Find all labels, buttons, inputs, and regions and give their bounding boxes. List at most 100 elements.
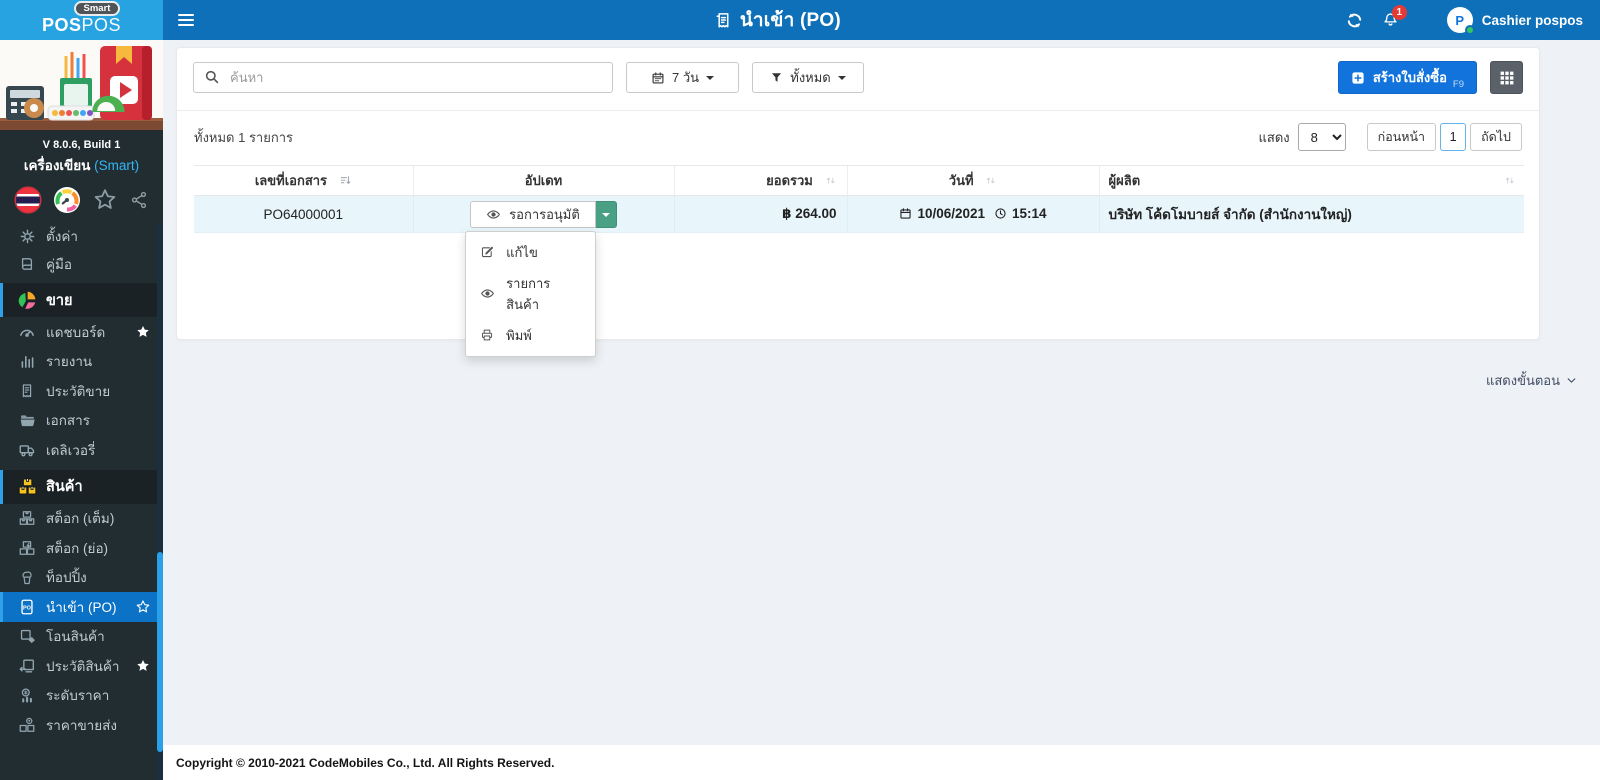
prev-page-button[interactable]: ก่อนหน้า: [1366, 123, 1437, 151]
header-supplier[interactable]: ผู้ผลิต: [1098, 165, 1524, 196]
pagination: แสดง 8 ก่อนหน้า 1 ถัดไป: [1259, 123, 1522, 151]
grid-view-button[interactable]: [1490, 61, 1523, 94]
list-meta-row: ทั้งหมด 1 รายการ แสดง 8 ก่อนหน้า 1 ถัดไป: [177, 111, 1539, 161]
row-action-menu: แก้ไข: [465, 230, 597, 357]
store-illustration: [0, 40, 163, 130]
sidebar-item-settings[interactable]: ตั้งค่า: [0, 222, 163, 250]
edit-icon: [480, 245, 495, 259]
sales-receipt-icon: [14, 383, 40, 399]
date-value: 10/06/2021: [917, 205, 986, 221]
sidebar-item-label: สต็อก (เต็ม): [46, 511, 115, 527]
dashboard-icon: [14, 323, 40, 341]
sort-icon: [985, 174, 997, 187]
sidebar-item-label: ราคาขายส่ง: [46, 717, 117, 733]
sidebar-item-delivery[interactable]: เดลิเวอรี่: [0, 435, 163, 465]
thai-flag-icon[interactable]: [14, 186, 42, 214]
date-filter-label: 7 วัน: [671, 70, 700, 85]
user-avatar[interactable]: P: [1446, 7, 1475, 35]
search-wrap: [193, 62, 613, 93]
favorite-star-icon[interactable]: [92, 187, 118, 213]
sidebar-item-label: นำเข้า (PO): [46, 599, 117, 615]
sidebar-section-label: ขาย: [46, 292, 73, 309]
filter-funnel-icon: [770, 71, 783, 84]
sidebar-item-label: ประวัติสินค้า: [46, 658, 120, 674]
sidebar-item-topping[interactable]: ท็อปปิ้ง: [0, 563, 163, 593]
status-dropdown-toggle[interactable]: [595, 200, 617, 228]
sort-icon: [825, 174, 837, 187]
sidebar-item-reports[interactable]: รายงาน: [0, 347, 163, 377]
status-button[interactable]: รอการอนุมัติ: [470, 200, 596, 228]
sidebar-item-price-level[interactable]: ระดับราคา: [0, 681, 163, 711]
smart-badge: Smart: [73, 1, 121, 16]
user-name[interactable]: Cashier pospos: [1481, 12, 1583, 28]
sidebar-item-transfer[interactable]: โอนสินค้า: [0, 622, 163, 652]
header-doc-no[interactable]: เลขที่เอกสาร: [194, 165, 413, 196]
star-filled-icon[interactable]: [135, 324, 151, 340]
sidebar-section-products[interactable]: สินค้า: [0, 469, 163, 504]
sidebar-item-stock-brief[interactable]: สต็อก (ย่อ): [0, 533, 163, 563]
search-icon: [204, 69, 220, 85]
header-update[interactable]: อัปเดท: [412, 165, 674, 196]
status-filter-button[interactable]: ทั้งหมด: [752, 62, 864, 93]
sidebar-item-label: โอนสินค้า: [46, 629, 105, 645]
sort-amount-icon: [339, 174, 352, 187]
copyright-text: Copyright © 2010-2021 CodeMobiles Co., L…: [176, 755, 555, 770]
sidebar-toggle-button[interactable]: [163, 0, 209, 40]
topping-cup-icon: [14, 569, 40, 586]
status-label: รอการอนุมัติ: [509, 206, 580, 222]
online-status-dot: [1464, 25, 1475, 35]
performance-gauge-icon[interactable]: [53, 186, 81, 214]
sidebar-item-label: รายงาน: [46, 354, 93, 370]
show-steps-toggle[interactable]: แสดงขั้นตอน: [1486, 370, 1577, 391]
next-page-button[interactable]: ถัดไป: [1470, 123, 1522, 151]
sidebar: POSPOS Smart: [0, 0, 163, 780]
brand-logo[interactable]: POSPOS Smart: [0, 0, 163, 40]
sidebar-scrollbar-thumb[interactable]: [157, 552, 163, 752]
sidebar-scrollbar-track[interactable]: [157, 222, 163, 780]
date-range-filter-button[interactable]: 7 วัน: [626, 62, 739, 93]
main-content: 7 วัน ทั้งหมด: [163, 40, 1600, 745]
calendar-icon: [651, 71, 665, 85]
sidebar-item-sales-history[interactable]: ประวัติขาย: [0, 376, 163, 406]
menu-item-edit[interactable]: แก้ไข: [466, 237, 595, 268]
create-po-button[interactable]: สร้างใบสั่งซื้อ F9: [1337, 61, 1477, 94]
star-filled-icon[interactable]: [135, 658, 151, 674]
sidebar-item-manual[interactable]: คู่มือ: [0, 250, 163, 278]
eye-icon: [486, 207, 501, 222]
header-total[interactable]: ยอดรวม: [673, 165, 847, 196]
caret-down-icon: [601, 212, 610, 217]
sidebar-item-wholesale[interactable]: ราคาขายส่ง: [0, 710, 163, 740]
menu-item-print[interactable]: พิมพ์: [466, 320, 595, 351]
create-po-shortcut: F9: [1452, 79, 1464, 90]
share-icon[interactable]: [129, 189, 149, 211]
po-table: เลขที่เอกสาร อัปเดท ยอดรวม: [194, 165, 1524, 357]
table-row[interactable]: PO64000001: [194, 195, 1524, 357]
clock-icon: [994, 207, 1007, 220]
grid-icon: [1499, 70, 1515, 86]
sidebar-item-import-po[interactable]: PO นำเข้า (PO): [0, 592, 163, 622]
page-size-select[interactable]: 8: [1297, 123, 1346, 151]
avatar-initial: P: [1455, 12, 1465, 28]
sidebar-item-label: ตั้งค่า: [46, 229, 78, 244]
search-input[interactable]: [193, 62, 613, 93]
sidebar-section-sales[interactable]: ขาย: [0, 283, 163, 317]
star-outline-icon[interactable]: [135, 599, 151, 615]
svg-text:PO: PO: [23, 605, 32, 611]
table-header-row: เลขที่เอกสาร อัปเดท ยอดรวม: [194, 165, 1524, 196]
sidebar-item-product-history[interactable]: ประวัติสินค้า: [0, 651, 163, 681]
status-filter-label: ทั้งหมด: [790, 70, 831, 85]
sidebar-item-dashboard[interactable]: แดชบอร์ด: [0, 317, 163, 347]
sidebar-item-label: ท็อปปิ้ง: [46, 570, 87, 586]
current-page-indicator[interactable]: 1: [1440, 123, 1467, 151]
stock-brief-icon: [14, 539, 40, 557]
notifications-button[interactable]: 1: [1382, 5, 1407, 29]
store-name: เครื่องเขียน: [23, 158, 91, 173]
menu-item-product-list[interactable]: รายการสินค้า: [466, 268, 595, 320]
sidebar-item-documents[interactable]: เอกสาร: [0, 406, 163, 436]
time-value: 15:14: [1012, 205, 1047, 221]
refresh-button[interactable]: [1345, 11, 1364, 30]
bar-chart-icon: [14, 353, 40, 370]
sidebar-item-stock-full[interactable]: สต็อก (เต็ม): [0, 504, 163, 534]
header-date[interactable]: วันที่: [846, 165, 1099, 196]
sort-icon: [1504, 174, 1516, 187]
